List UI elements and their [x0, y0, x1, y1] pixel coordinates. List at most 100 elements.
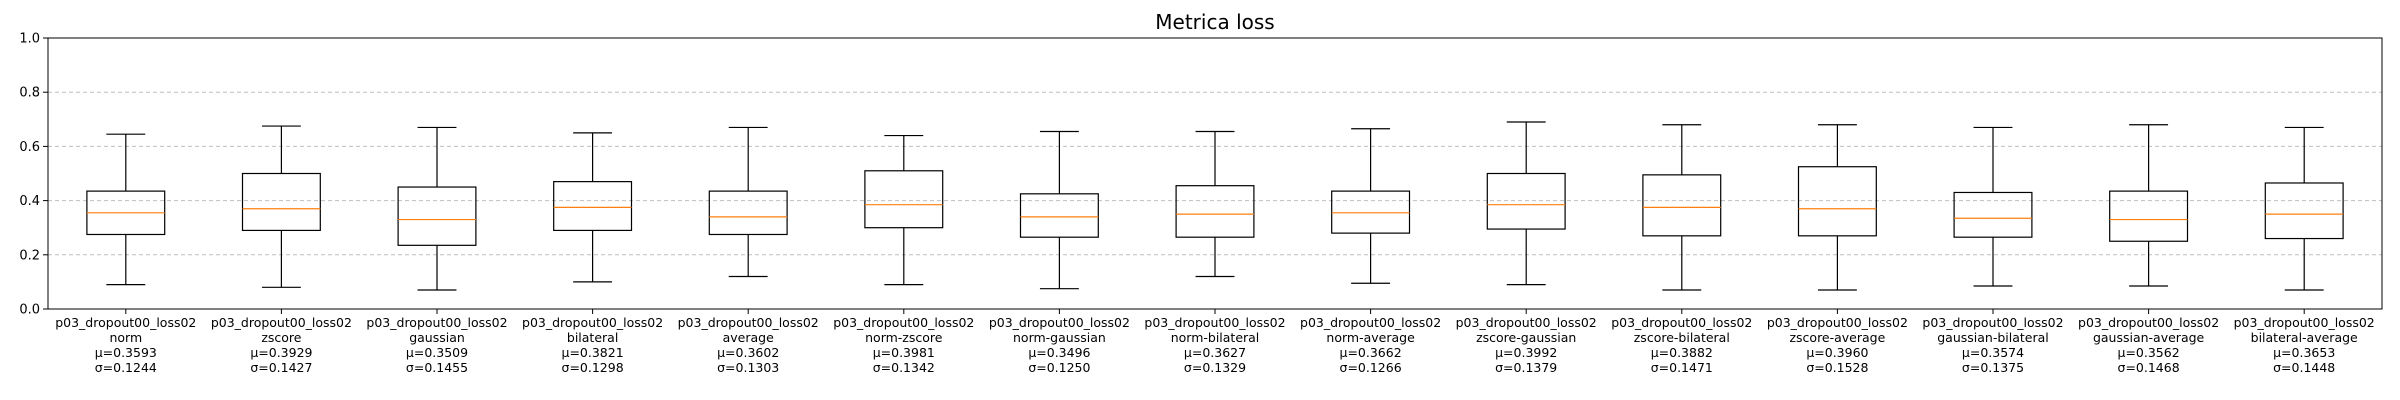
category-label-line: σ=0.1375	[1962, 360, 2024, 375]
category-label-line: p03_dropout00_loss02	[678, 315, 819, 330]
category-label-line: p03_dropout00_loss02	[1922, 315, 2063, 330]
category-label-line: norm-zscore	[865, 330, 943, 345]
category-labels: p03_dropout00_loss02 norm μ=0.3593 σ=0.1244…	[55, 315, 2375, 375]
category-label: p03_dropout00_loss02 bilateral-average μ=0…	[2234, 315, 2375, 375]
box-plot	[2109, 124, 2189, 287]
iqr-box	[1331, 190, 1411, 234]
chart-title: Metrica loss	[1155, 10, 1274, 34]
box-plot	[1953, 126, 2033, 287]
category-label-line: p03_dropout00_loss02	[1144, 315, 1285, 330]
category-label-line: p03_dropout00_loss02	[1767, 315, 1908, 330]
box-plot	[864, 134, 944, 286]
category-label: p03_dropout00_loss02 gaussian-average μ=0.…	[2078, 315, 2219, 375]
category-label-line: norm-average	[1326, 330, 1415, 345]
category-label-line: bilateral	[567, 330, 618, 345]
iqr-box	[397, 186, 477, 246]
iqr-box	[1953, 191, 2033, 238]
iqr-box	[1019, 193, 1099, 238]
category-label-line: p03_dropout00_loss02	[1456, 315, 1597, 330]
category-label-line: μ=0.3981	[873, 345, 935, 360]
y-tick-label: 0.0	[19, 303, 40, 318]
category-label-line: zscore-average	[1789, 330, 1885, 345]
iqr-box	[553, 181, 633, 232]
category-label-line: σ=0.1298	[562, 360, 624, 375]
y-tick-label: 0.2	[19, 248, 40, 263]
category-label: p03_dropout00_loss02 norm-gaussian μ=0.349…	[989, 315, 1130, 375]
category-label-line: norm	[109, 330, 142, 345]
y-tick-label: 0.6	[19, 140, 40, 155]
category-label-line: μ=0.3929	[250, 345, 312, 360]
y-tick-label: 0.4	[19, 194, 40, 209]
category-label-line: μ=0.3509	[406, 345, 468, 360]
iqr-box	[1486, 172, 1566, 230]
category-label: p03_dropout00_loss02 average μ=0.3602 σ=0.1…	[678, 315, 819, 375]
iqr-box	[708, 190, 788, 236]
box-plot	[241, 125, 321, 288]
category-label: p03_dropout00_loss02 zscore μ=0.3929 σ=0.14…	[211, 315, 352, 375]
box-plot	[1019, 130, 1099, 290]
category-label-line: p03_dropout00_loss02	[989, 315, 1130, 330]
box-plots	[86, 121, 2344, 291]
iqr-box	[864, 170, 944, 229]
category-label: p03_dropout00_loss02 zscore-bilateral μ=0.…	[1611, 315, 1752, 375]
category-label-line: zscore-gaussian	[1476, 330, 1576, 345]
category-label-line: μ=0.3662	[1340, 345, 1402, 360]
category-label: p03_dropout00_loss02 gaussian-bilateral μ=…	[1922, 315, 2063, 375]
category-label-line: σ=0.1528	[1806, 360, 1868, 375]
category-label-line: p03_dropout00_loss02	[2234, 315, 2375, 330]
category-label-line: norm-bilateral	[1171, 330, 1260, 345]
category-label-line: μ=0.3602	[717, 345, 779, 360]
category-label-line: μ=0.3882	[1651, 345, 1713, 360]
box-plot	[1797, 124, 1877, 291]
iqr-box	[2109, 190, 2189, 242]
category-label-line: μ=0.3593	[95, 345, 157, 360]
box-plot	[708, 126, 788, 278]
category-label-line: σ=0.1468	[2118, 360, 2180, 375]
y-tick-label: 0.8	[19, 86, 40, 101]
category-label-line: μ=0.3574	[1962, 345, 2024, 360]
category-label-line: μ=0.3821	[562, 345, 624, 360]
category-label-line: average	[723, 330, 774, 345]
category-label: p03_dropout00_loss02 norm-bilateral μ=0.36…	[1144, 315, 1285, 375]
category-label-line: σ=0.1342	[873, 360, 935, 375]
category-label-line: gaussian-bilateral	[1937, 330, 2049, 345]
category-label-line: p03_dropout00_loss02	[366, 315, 507, 330]
iqr-box	[1175, 185, 1255, 238]
category-label-line: σ=0.1379	[1495, 360, 1557, 375]
category-label-line: bilateral-average	[2251, 330, 2358, 345]
category-label-line: σ=0.1250	[1028, 360, 1090, 375]
category-label-line: p03_dropout00_loss02	[55, 315, 196, 330]
box-plot	[397, 126, 477, 291]
box-plot	[553, 132, 633, 283]
iqr-box	[1797, 166, 1877, 237]
box-plot	[2264, 126, 2344, 291]
category-label-line: zscore-bilateral	[1634, 330, 1730, 345]
category-label: p03_dropout00_loss02 zscore-gaussian μ=0.3…	[1456, 315, 1597, 375]
category-label: p03_dropout00_loss02 gaussian μ=0.3509 σ=0.…	[366, 315, 507, 375]
box-plot	[1486, 121, 1566, 286]
category-label-line: p03_dropout00_loss02	[833, 315, 974, 330]
category-label-line: p03_dropout00_loss02	[2078, 315, 2219, 330]
category-label-line: σ=0.1244	[95, 360, 157, 375]
iqr-box	[2264, 182, 2344, 240]
category-label-line: norm-gaussian	[1013, 330, 1106, 345]
category-label-line: σ=0.1303	[717, 360, 779, 375]
y-tick-label: 1.0	[19, 32, 40, 47]
category-label: p03_dropout00_loss02 zscore-average μ=0.39…	[1767, 315, 1908, 375]
category-label-line: σ=0.1427	[250, 360, 312, 375]
axes: 0.0 0.2 0.4 0.6 0.8 1.0	[19, 32, 2383, 318]
category-label-line: μ=0.3960	[1806, 345, 1868, 360]
category-label-line: p03_dropout00_loss02	[1611, 315, 1752, 330]
iqr-box	[241, 172, 321, 232]
category-label-line: μ=0.3496	[1028, 345, 1090, 360]
category-label: p03_dropout00_loss02 norm-zscore μ=0.3981 σ…	[833, 315, 974, 375]
category-label-line: μ=0.3992	[1495, 345, 1557, 360]
category-label-line: zscore	[261, 330, 301, 345]
category-label-line: gaussian	[409, 330, 465, 345]
category-label-line: μ=0.3562	[2118, 345, 2180, 360]
category-label-line: σ=0.1455	[406, 360, 468, 375]
category-label-line: μ=0.3627	[1184, 345, 1246, 360]
category-label-line: σ=0.1448	[2273, 360, 2335, 375]
